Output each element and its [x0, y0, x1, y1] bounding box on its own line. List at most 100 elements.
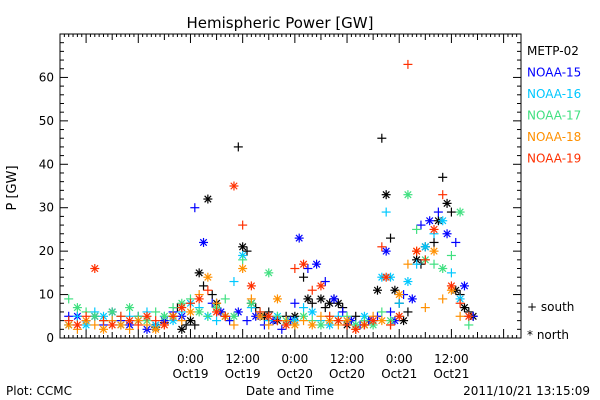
data-point — [316, 320, 326, 330]
data-point — [125, 316, 135, 326]
data-point — [307, 307, 317, 317]
data-point — [459, 281, 469, 291]
data-point — [185, 298, 195, 308]
x-axis-label: Date and Time — [246, 384, 334, 398]
data-point — [446, 268, 456, 278]
data-point — [303, 264, 313, 274]
data-point — [407, 294, 417, 304]
axis-ticks — [59, 34, 522, 339]
data-point — [455, 311, 465, 321]
data-point — [212, 298, 222, 308]
marker-legend-entry: * north — [527, 328, 569, 342]
data-point — [90, 264, 100, 274]
data-point — [351, 324, 361, 334]
data-point — [107, 307, 117, 317]
x-tick-time-label: 0:00 — [177, 352, 204, 366]
data-point — [238, 220, 248, 230]
data-point — [229, 277, 239, 287]
data-point — [316, 281, 326, 291]
data-point — [212, 307, 222, 317]
data-point — [64, 316, 74, 326]
y-tick-label: 20 — [39, 244, 54, 258]
data-point — [446, 281, 456, 291]
x-tick-date-label: Oct20 — [277, 367, 313, 381]
data-point — [177, 316, 187, 326]
data-point — [377, 133, 387, 143]
data-point — [320, 303, 330, 313]
legend-entry: NOAA-18 — [527, 130, 581, 144]
data-point — [403, 307, 413, 317]
data-point — [203, 311, 213, 321]
y-tick-label: 60 — [39, 70, 54, 84]
data-point — [316, 294, 326, 304]
data-point — [272, 294, 282, 304]
data-point — [377, 307, 387, 317]
data-point — [429, 237, 439, 247]
data-point — [151, 307, 161, 317]
data-point — [459, 303, 469, 313]
data-point — [190, 203, 200, 213]
legend-entry: NOAA-17 — [527, 109, 581, 123]
x-tick-date-label: Oct21 — [381, 367, 417, 381]
data-point — [394, 290, 404, 300]
data-point — [194, 268, 204, 278]
data-point — [168, 303, 178, 313]
data-point — [229, 320, 239, 330]
data-point — [429, 259, 439, 269]
data-point — [381, 207, 391, 217]
data-point — [438, 264, 448, 274]
y-tick-labels: 0 10 20 30 40 50 60 — [39, 70, 54, 345]
x-tick-date-label: Oct20 — [329, 367, 365, 381]
data-point — [281, 320, 291, 330]
data-point — [177, 303, 187, 313]
data-point — [438, 216, 448, 226]
x-tick-time-label: 0:00 — [281, 352, 308, 366]
plot-credit: Plot: CCMC — [6, 384, 72, 398]
data-point — [429, 246, 439, 256]
data-point — [290, 298, 300, 308]
data-point — [307, 298, 317, 308]
data-point — [264, 311, 274, 321]
data-point — [325, 311, 335, 321]
data-point — [185, 307, 195, 317]
data-point — [438, 294, 448, 304]
data-point — [116, 320, 126, 330]
y-axis-label: P [GW] — [5, 165, 20, 210]
data-point — [116, 311, 126, 321]
legend-entry: NOAA-16 — [527, 87, 581, 101]
data-point — [403, 277, 413, 287]
data-point — [72, 311, 82, 321]
data-point — [98, 316, 108, 326]
data-point — [386, 320, 396, 330]
legend-entry: NOAA-19 — [527, 152, 581, 166]
plot-timestamp: 2011/10/21 13:15:09 — [463, 384, 590, 398]
y-tick-label: 50 — [39, 114, 54, 128]
x-tick-time-label: 12:00 — [330, 352, 365, 366]
data-point — [464, 311, 474, 321]
data-point — [420, 255, 430, 265]
data-point — [225, 316, 235, 326]
data-point — [246, 294, 256, 304]
data-point — [98, 324, 108, 334]
data-point — [151, 316, 161, 326]
data-point — [381, 272, 391, 282]
data-point — [181, 320, 191, 330]
data-point — [199, 281, 209, 291]
data-point — [403, 59, 413, 69]
x-tick-labels: 0:00Oct1912:00Oct190:00Oct2012:00Oct200:… — [172, 352, 469, 381]
data-point — [255, 307, 265, 317]
legend: METP-02 NOAA-15 NOAA-16 NOAA-17 NOAA-18 NOAA-… — [527, 44, 581, 166]
data-point — [142, 320, 152, 330]
data-point — [372, 285, 382, 295]
data-point — [90, 320, 100, 330]
data-point — [299, 303, 309, 313]
data-point — [429, 224, 439, 234]
x-tick-time-label: 12:00 — [434, 352, 469, 366]
data-point — [386, 307, 396, 317]
data-point — [438, 172, 448, 182]
data-point — [238, 242, 248, 252]
data-point — [272, 316, 282, 326]
data-point — [72, 320, 82, 330]
data-point — [446, 207, 456, 217]
